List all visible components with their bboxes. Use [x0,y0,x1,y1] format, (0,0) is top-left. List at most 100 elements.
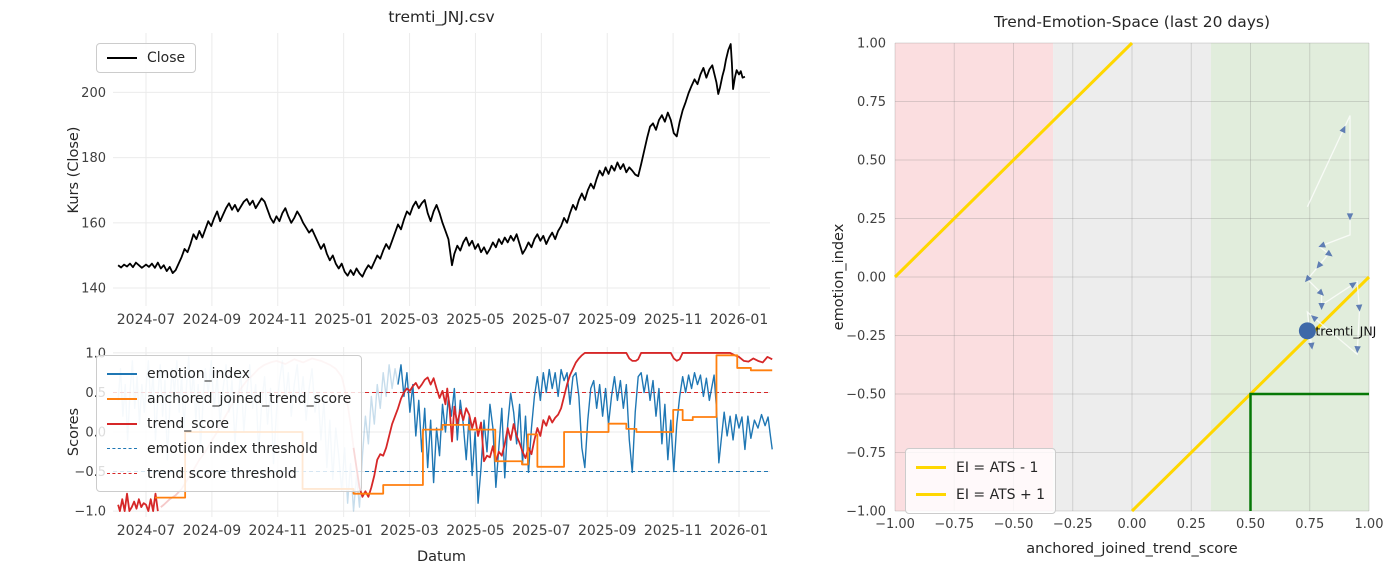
trend-score-line-sample [107,422,137,425]
tick-label: −0.50 [846,388,886,403]
trajectory-arrow-icon [1304,274,1312,283]
series-Close [117,43,746,278]
tick-label: 180 [81,151,106,166]
tick-label: 0.25 [857,212,886,227]
trajectory-arrow-icon [1346,213,1354,221]
tick-label: 2024-11 [249,312,308,328]
emotion-threshold-line-sample [107,448,137,449]
space-region [1053,43,1211,511]
tick-label: −0.25 [1053,517,1093,532]
tick-label: 160 [81,216,106,231]
tick-label: −1.0 [74,505,106,520]
tick-label: −0.50 [994,517,1034,532]
series-trend_score [117,492,159,512]
trajectory-arrow-icon [1354,346,1361,354]
legend-item-emotion-index-threshold: emotion index threshold [107,436,351,461]
trend-threshold-line-sample [107,473,137,474]
tick-label: −1.00 [846,505,886,520]
trajectory-arrow-icon [1325,249,1333,257]
tick-label: 2024-09 [183,312,242,328]
tick-label: 0.50 [1236,517,1265,532]
tick-label: 0.00 [1118,517,1147,532]
space-region [1210,43,1369,511]
legend-label: anchored_joined_trend_score [147,390,352,407]
tick-label: 140 [81,282,106,297]
trajectory-arrow-icon [1339,125,1346,134]
scores-y-axis-label: Scores [66,407,82,457]
tick-label: −1.00 [875,517,915,532]
current-point-marker [1298,322,1316,340]
trajectory-arrow-icon [1316,261,1324,269]
tick-label: 2024-11 [249,523,308,539]
tick-label: 1.00 [1355,517,1384,532]
legend-label: EI = ATS - 1 [956,459,1039,476]
tick-label: 0.50 [857,154,886,169]
tick-label: 0.00 [857,271,886,286]
tick-label: 2025-07 [512,312,571,328]
tick-label: 0.75 [1295,517,1324,532]
space-legend: EI = ATS - 1 EI = ATS + 1 [905,448,1057,514]
tick-label: 1.00 [857,37,886,52]
tick-label: 2025-01 [314,523,373,539]
space-x-axis-label: anchored_joined_trend_score [1026,541,1238,557]
tick-label: 0.25 [1177,517,1206,532]
trajectory-arrow-icon [1349,282,1357,289]
tick-label: −0.75 [934,517,974,532]
tick-label: −0.75 [846,446,886,461]
price-chart-title: tremti_JNJ.csv [388,8,495,26]
tick-label: 2024-07 [117,523,176,539]
tick-label: 2026-01 [710,312,769,328]
space-region [895,43,1054,511]
tick-label: 2026-01 [710,523,769,539]
tick-label: 2025-03 [380,523,439,539]
tick-label: 2025-09 [578,312,637,328]
price-y-axis-label: Kurs (Close) [66,126,82,214]
tick-label: 2024-07 [117,312,176,328]
current-point-label: tremti_JNJ [1315,323,1376,338]
tick-label: 2025-03 [380,312,439,328]
tick-label: 0.75 [857,95,886,110]
trajectory-arrow-icon [1316,288,1324,296]
emotion-index-line-sample [107,372,137,375]
legend-label: trend_score [147,415,229,432]
series-trend_score [352,352,773,498]
legend-item-anchored-joined-trend-score: anchored_joined_trend_score [107,386,351,411]
series-anchored_joined_trend_score [154,354,773,499]
legend-item-ei-ats-plus-1: EI = ATS + 1 [916,481,1045,508]
legend-item-trend-score: trend_score [107,411,351,436]
ei-ats-plus-line-sample [916,493,946,496]
space-chart-title: Trend-Emotion-Space (last 20 days) [993,13,1271,31]
tick-label: 2025-11 [644,312,703,328]
legend-label: EI = ATS + 1 [956,486,1046,503]
space-y-axis-label: emotion_index [831,223,847,331]
legend-label: Close [147,50,186,66]
legend-item-ei-ats-minus-1: EI = ATS - 1 [916,454,1045,481]
tick-label: 2024-09 [183,523,242,539]
tick-label: 2025-01 [314,312,373,328]
trajectory-arrow-icon [1318,241,1326,248]
ei-ats-minus-line-sample [916,466,946,469]
scores-x-axis-label: Datum [416,549,467,565]
tick-label: 2025-07 [512,523,571,539]
tick-label: −0.25 [846,329,886,344]
legend-item-emotion-index: emotion_index [107,361,351,386]
series-emotion_index [397,364,773,504]
close-line-sample [107,57,137,59]
tick-label: 2025-11 [644,523,703,539]
anchored-trend-line-sample [107,397,137,400]
price-legend: Close [96,43,197,73]
legend-label: trend score threshold [147,465,297,482]
legend-item-close: Close [107,49,185,67]
legend-label: emotion_index [147,365,250,382]
scores-legend: emotion_index anchored_joined_trend_scor… [96,355,363,492]
legend-item-trend-score-threshold: trend score threshold [107,461,351,486]
tick-label: 2025-05 [446,312,505,328]
tick-label: 2025-09 [578,523,637,539]
guide-line [893,41,1134,279]
trajectory-arrow-icon [1318,303,1325,310]
tick-label: 200 [81,86,106,101]
trajectory-arrow-icon [1308,342,1315,350]
legend-label: emotion index threshold [147,440,318,457]
